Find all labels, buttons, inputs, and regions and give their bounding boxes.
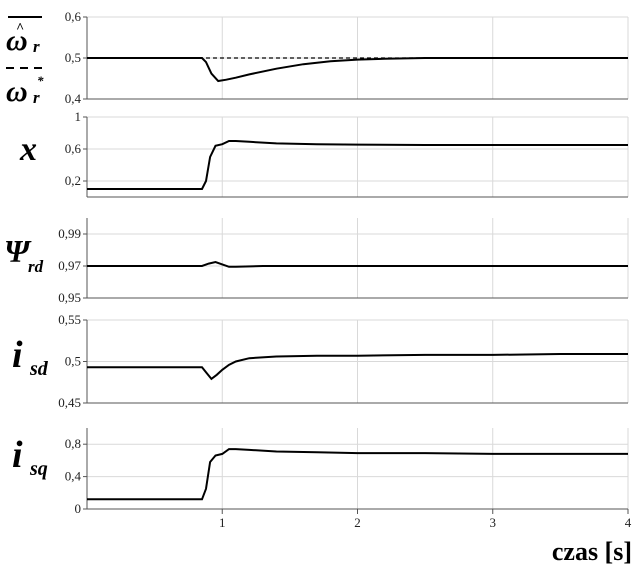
omega-r-reference-label: ω r * bbox=[6, 67, 44, 108]
x-tick-label: 1 bbox=[219, 515, 226, 530]
y-tick-label: 0,6 bbox=[65, 9, 82, 24]
y-tick-label: 0 bbox=[75, 501, 82, 516]
y-tick-label: 0,4 bbox=[65, 469, 82, 484]
svg-text:^: ^ bbox=[16, 21, 24, 36]
panel-x-plot: 0,2 0,6 1 bbox=[65, 109, 629, 198]
panel-x: 0,2 0,6 1 x bbox=[19, 109, 629, 198]
svg-text:rd: rd bbox=[28, 257, 44, 276]
y-tick-label: 0,5 bbox=[65, 50, 81, 65]
psi-rd-label: Ψ rd bbox=[4, 233, 44, 276]
y-tick-label: 1 bbox=[75, 109, 82, 124]
isd-label: i sd bbox=[12, 334, 49, 380]
svg-text:sd: sd bbox=[29, 358, 49, 380]
y-tick-label: 0,4 bbox=[65, 91, 82, 106]
panel-omega-plot: 0,4 0,5 0,6 bbox=[65, 9, 629, 106]
svg-text:*: * bbox=[37, 73, 44, 88]
y-tick-label: 0,97 bbox=[58, 258, 81, 273]
y-tick-label: 0,55 bbox=[58, 312, 81, 327]
panel-isd-plot: 0,45 0,5 0,55 bbox=[58, 312, 629, 410]
series-line-x bbox=[87, 140, 628, 190]
x-tick-label: 2 bbox=[354, 515, 361, 530]
svg-text:ω: ω bbox=[6, 75, 28, 108]
y-tick-label: 0,95 bbox=[58, 290, 81, 305]
panel-omega: 0,4 0,5 0,6 ω ^ r ω r * bbox=[6, 9, 629, 108]
series-line-isq bbox=[87, 448, 628, 501]
svg-text:r: r bbox=[33, 88, 40, 107]
panel-psi: 0,95 0,97 0,99 Ψ rd bbox=[4, 218, 629, 305]
y-tick-label: 0,99 bbox=[58, 226, 81, 241]
series-line-isd bbox=[87, 353, 628, 381]
x-axis-label: czas [s] bbox=[552, 537, 632, 566]
svg-text:Ψ: Ψ bbox=[4, 233, 32, 269]
x-variable-label: x bbox=[19, 131, 37, 168]
panel-isq: 0 0,4 0,8 i sq bbox=[12, 428, 629, 516]
omega-r-estimate-label: ω ^ r bbox=[6, 16, 42, 57]
y-tick-label: 0,45 bbox=[58, 395, 81, 410]
isq-label: i sq bbox=[12, 434, 48, 480]
y-tick-label: 0,5 bbox=[65, 354, 81, 369]
x-tick-label: 4 bbox=[625, 515, 632, 530]
series-line-psi bbox=[87, 260, 628, 268]
panel-isd: 0,45 0,5 0,55 i sd bbox=[12, 312, 629, 410]
y-tick-label: 0,6 bbox=[65, 141, 82, 156]
x-tick-label: 3 bbox=[490, 515, 497, 530]
panel-psi-plot: 0,95 0,97 0,99 bbox=[58, 218, 629, 305]
svg-text:i: i bbox=[12, 334, 23, 376]
svg-text:i: i bbox=[12, 434, 23, 476]
panel-isq-plot: 0 0,4 0,8 bbox=[65, 428, 629, 516]
svg-text:ω: ω bbox=[6, 24, 28, 57]
y-tick-label: 0,2 bbox=[65, 173, 81, 188]
y-tick-label: 0,8 bbox=[65, 436, 81, 451]
x-axis: 1 2 3 4 bbox=[219, 509, 632, 530]
svg-text:r: r bbox=[33, 37, 40, 56]
svg-text:sq: sq bbox=[29, 458, 48, 480]
